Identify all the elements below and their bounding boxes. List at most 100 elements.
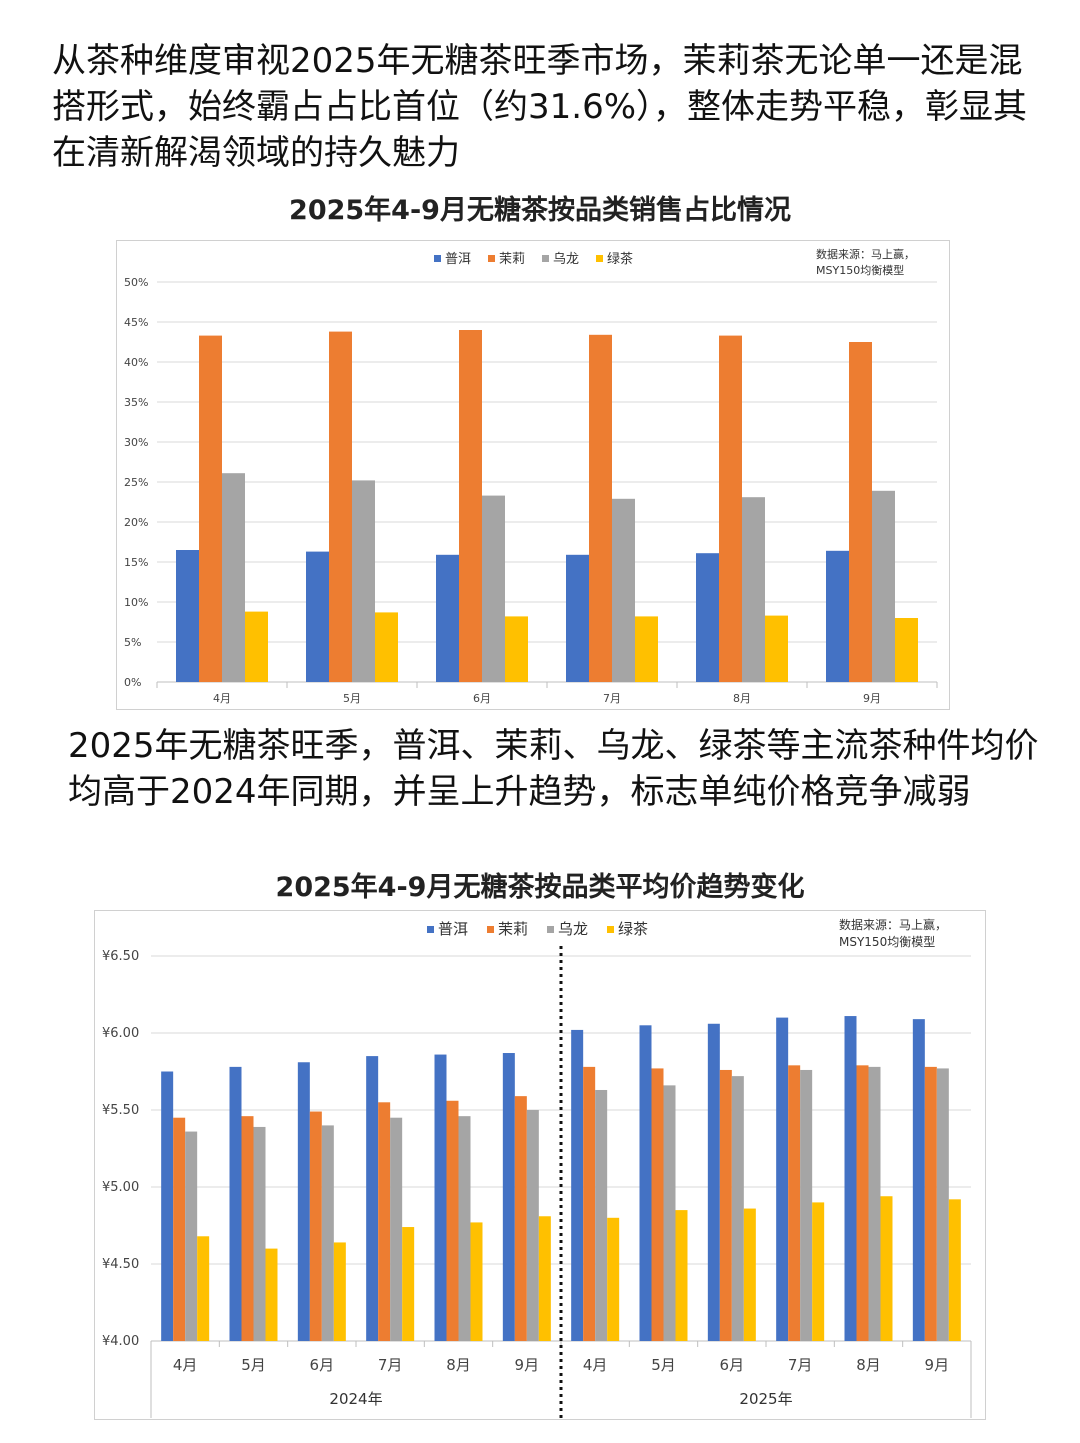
bar-jasmine (719, 1069, 732, 1341)
bar-green (812, 1202, 825, 1341)
x-tick-label: 8月 (446, 1356, 471, 1374)
bar-jasmine (173, 1117, 186, 1341)
bar-jasmine (924, 1066, 937, 1341)
bar-jasmine (589, 334, 612, 682)
bar-green (880, 1196, 893, 1341)
intro-paragraph: 从茶种维度审视2025年无糖茶旺季市场，茉莉茶无论单一还是混搭形式，始终霸占占比… (52, 41, 1028, 173)
x-tick-label: 9月 (925, 1356, 950, 1374)
bar-green (505, 616, 528, 682)
bar-green (635, 616, 658, 682)
group-label: 2025年 (739, 1390, 792, 1408)
bar-oolong (222, 473, 245, 682)
bar-puer (639, 1025, 652, 1341)
bar-oolong (352, 480, 375, 682)
legend-swatch-green (596, 255, 603, 262)
y-tick-label: 20% (124, 516, 148, 529)
bar-jasmine (241, 1116, 254, 1341)
x-tick-label: 5月 (241, 1356, 266, 1374)
price-paragraph: 2025年无糖茶旺季，普洱、茉莉、乌龙、绿茶等主流茶种件均价均高于2024年同期… (68, 726, 1039, 812)
bar-puer (229, 1066, 242, 1341)
bar-puer (366, 1056, 379, 1341)
legend-swatch-green (607, 926, 614, 933)
y-tick-label: 25% (124, 476, 148, 489)
x-tick-label: 9月 (515, 1356, 540, 1374)
bar-oolong (731, 1076, 744, 1341)
bar-green (895, 618, 918, 682)
x-tick-label: 4月 (213, 692, 231, 705)
bar-jasmine (329, 331, 352, 682)
legend-swatch-puer (434, 255, 441, 262)
bar-oolong (482, 495, 505, 682)
bar-oolong (612, 498, 635, 682)
price-chart-title: 2025年4-9月无糖茶按品类平均价趋势变化 (275, 872, 805, 903)
bar-oolong (526, 1110, 539, 1341)
bar-green (197, 1236, 210, 1341)
bar-jasmine (199, 335, 222, 682)
bar-puer (502, 1053, 515, 1341)
bar-puer (434, 1054, 447, 1341)
legend-swatch-puer (427, 926, 434, 933)
bar-green (470, 1222, 483, 1341)
x-tick-label: 4月 (173, 1356, 198, 1374)
bar-green (265, 1248, 278, 1341)
bar-jasmine (651, 1068, 664, 1341)
bar-puer (826, 550, 849, 682)
bar-jasmine (459, 330, 482, 682)
x-tick-label: 7月 (603, 692, 621, 705)
bar-jasmine (856, 1065, 869, 1341)
y-tick-label: ¥4.50 (102, 1257, 139, 1272)
bar-oolong (742, 497, 765, 682)
bar-oolong (390, 1117, 403, 1341)
bar-puer (306, 551, 329, 682)
bar-puer (571, 1029, 584, 1341)
y-tick-label: 0% (124, 676, 141, 689)
legend-swatch-oolong (547, 926, 554, 933)
bar-jasmine (788, 1065, 801, 1341)
y-tick-label: 40% (124, 356, 148, 369)
source-note: MSY150均衡模型 (816, 263, 904, 277)
bar-green (765, 615, 788, 682)
bar-oolong (872, 490, 895, 682)
legend-label-puer: 普洱 (445, 252, 471, 267)
x-tick-label: 7月 (378, 1356, 403, 1374)
y-tick-label: 15% (124, 556, 148, 569)
bar-green (948, 1199, 961, 1341)
legend-swatch-jasmine (488, 255, 495, 262)
source-note: MSY150均衡模型 (839, 935, 935, 949)
y-tick-label: 30% (124, 436, 148, 449)
bar-puer (844, 1016, 857, 1341)
x-tick-label: 6月 (720, 1356, 745, 1374)
x-tick-label: 8月 (856, 1356, 881, 1374)
y-tick-label: ¥4.00 (102, 1334, 139, 1349)
bar-oolong (936, 1068, 949, 1341)
bar-jasmine (378, 1102, 391, 1341)
bar-puer (707, 1023, 720, 1341)
share-bar-chart: 0% 5% 10% 15% 20% 25% 30% 35% 40% 45% 50% 4月 5月 6月 7月 8… (116, 240, 950, 710)
price-bar-chart: ¥4.00 ¥4.50 ¥5.00 ¥5.50 ¥6.00 ¥6.50 4月 5月 6月 7月 8月… (94, 910, 986, 1420)
x-tick-label: 6月 (310, 1356, 335, 1374)
bar-green (245, 611, 268, 682)
legend-label-jasmine: 茉莉 (498, 920, 528, 938)
bar-oolong (321, 1125, 334, 1341)
legend-swatch-jasmine (487, 926, 494, 933)
x-tick-label: 7月 (788, 1356, 813, 1374)
legend-label-oolong: 乌龙 (553, 251, 579, 267)
legend-label-green: 绿茶 (607, 251, 633, 267)
x-tick-label: 5月 (651, 1356, 676, 1374)
bar-oolong (800, 1069, 813, 1341)
bar-oolong (253, 1126, 266, 1341)
bar-oolong (663, 1085, 676, 1341)
bar-oolong (185, 1131, 198, 1341)
legend-label-puer: 普洱 (438, 920, 468, 938)
bar-jasmine (849, 342, 872, 682)
bar-puer (912, 1019, 925, 1341)
bar-jasmine (583, 1066, 596, 1341)
bar-puer (566, 554, 589, 682)
legend-label-oolong: 乌龙 (558, 920, 588, 938)
y-tick-label: 45% (124, 316, 148, 329)
y-tick-label: 35% (124, 396, 148, 409)
share-chart-title: 2025年4-9月无糖茶按品类销售占比情况 (289, 195, 791, 226)
x-tick-label: 8月 (733, 692, 751, 705)
y-tick-label: ¥5.50 (102, 1103, 139, 1118)
x-tick-label: 5月 (343, 692, 361, 705)
